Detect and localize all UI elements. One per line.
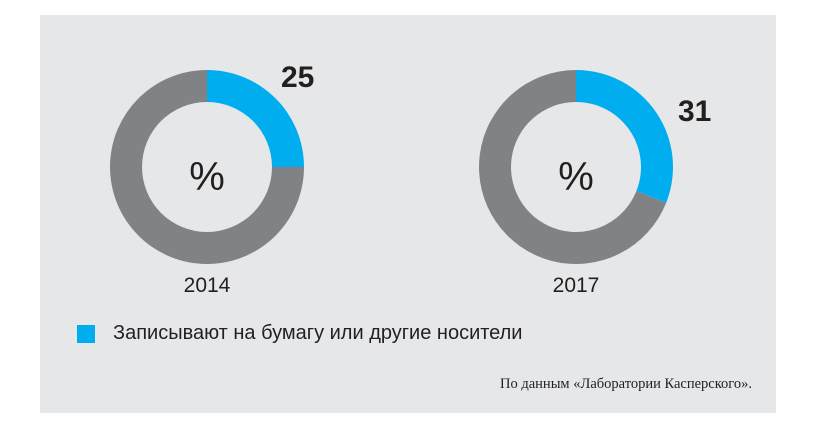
source-note: По данным «Лаборатории Касперского».	[500, 376, 752, 392]
legend-swatch	[77, 324, 95, 343]
center-percent-label-2014: %	[189, 155, 225, 199]
legend: Записывают на бумагу или другие носители	[77, 322, 522, 345]
donut-rest-segment-2017	[478, 70, 667, 264]
value-label-2017: 31	[678, 95, 711, 128]
value-label-2014: 25	[281, 61, 314, 94]
donut-chart-2017: % 31 2017	[478, 70, 711, 297]
donut-highlight-segment-2017	[576, 70, 673, 203]
donut-rest-segment-2014	[110, 70, 304, 264]
donut-highlight-segment-2014	[207, 70, 304, 167]
donut-chart-2014: % 25 2014	[110, 61, 314, 297]
center-percent-label-2017: %	[558, 155, 594, 199]
year-label-2017: 2017	[553, 274, 600, 297]
year-label-2014: 2014	[184, 274, 231, 297]
legend-label: Записывают на бумагу или другие носители	[113, 322, 523, 344]
